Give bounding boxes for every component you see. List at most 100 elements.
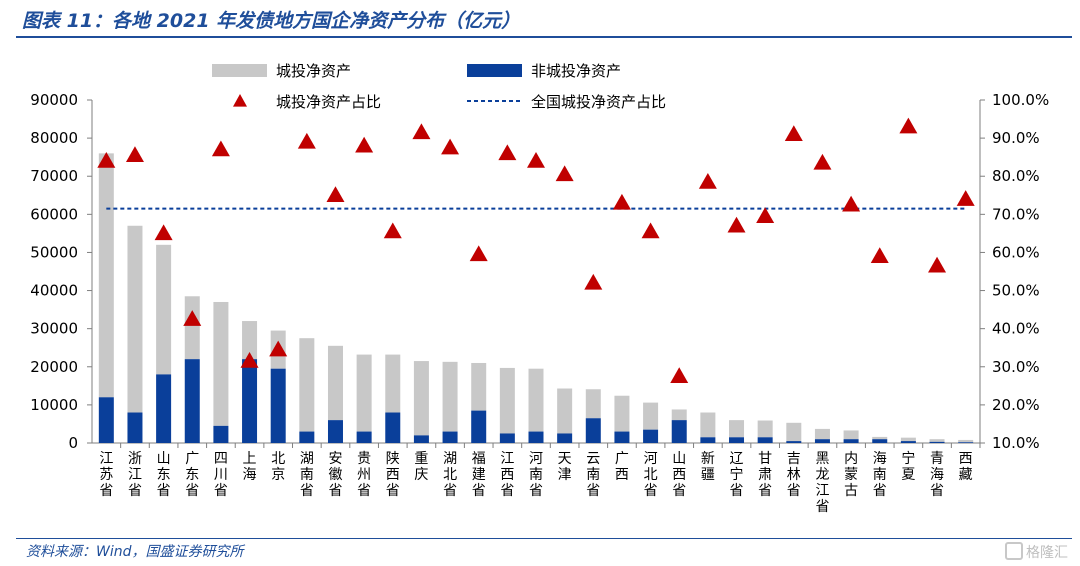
share-marker bbox=[269, 340, 288, 357]
x-tick-char: 省 bbox=[300, 483, 314, 499]
bar-non-city-investment bbox=[385, 412, 401, 443]
bar-city-investment bbox=[671, 409, 687, 421]
x-tick-char: 省 bbox=[99, 483, 113, 499]
x-tick-label: 黑龙江省 bbox=[815, 451, 829, 515]
source-note: 资料来源：Wind，国盛证券研究所 bbox=[26, 544, 244, 560]
right-tick-label: 30.0% bbox=[992, 358, 1040, 376]
share-marker bbox=[240, 352, 259, 368]
x-tick-char: 省 bbox=[472, 483, 486, 499]
x-tick-char: 省 bbox=[787, 483, 801, 499]
right-tick-label: 20.0% bbox=[992, 396, 1040, 414]
x-tick-char: 省 bbox=[672, 483, 686, 499]
share-marker bbox=[527, 151, 545, 168]
x-tick-char: 省 bbox=[758, 483, 772, 499]
bar-non-city-investment bbox=[729, 437, 745, 443]
x-tick-label: 天津 bbox=[558, 451, 572, 483]
share-marker bbox=[97, 151, 116, 168]
x-tick-char: 省 bbox=[328, 483, 342, 499]
x-tick-char: 辽 bbox=[730, 451, 744, 467]
share-marker bbox=[441, 138, 460, 155]
x-tick-char: 河 bbox=[644, 451, 658, 467]
share-marker bbox=[842, 195, 861, 212]
x-tick-label: 贵州省 bbox=[357, 451, 371, 499]
share-marker bbox=[928, 256, 947, 273]
x-tick-char: 山 bbox=[672, 451, 686, 467]
bar-non-city-investment bbox=[843, 439, 859, 443]
bar-non-city-investment bbox=[213, 425, 229, 443]
share-marker bbox=[125, 146, 144, 163]
x-tick-label: 新疆 bbox=[701, 451, 715, 483]
x-tick-label: 宁夏 bbox=[901, 450, 915, 483]
x-tick-char: 陕 bbox=[386, 451, 400, 467]
x-tick-char: 湖 bbox=[443, 451, 457, 467]
x-tick-char: 北 bbox=[271, 451, 285, 467]
bar-city-investment bbox=[843, 430, 859, 440]
x-tick-char: 疆 bbox=[701, 467, 715, 483]
x-tick-label: 福建省 bbox=[472, 451, 486, 499]
bar-city-investment bbox=[700, 412, 716, 438]
x-tick-char: 广 bbox=[185, 451, 199, 467]
x-tick-label: 云南省 bbox=[586, 451, 600, 499]
share-marker bbox=[211, 140, 230, 157]
x-tick-char: 夏 bbox=[901, 467, 915, 483]
share-marker bbox=[297, 132, 316, 149]
bar-city-investment bbox=[98, 153, 114, 398]
x-tick-char: 安 bbox=[328, 451, 342, 467]
bar-non-city-investment bbox=[242, 359, 258, 443]
legend-label-non-city: 非城投净资产 bbox=[531, 62, 621, 80]
bar-non-city-investment bbox=[356, 431, 372, 443]
x-tick-char: 庆 bbox=[414, 467, 428, 483]
share-marker bbox=[555, 165, 574, 182]
bar-city-investment bbox=[213, 301, 229, 426]
x-tick-char: 苏 bbox=[99, 467, 113, 483]
x-tick-char: 省 bbox=[930, 483, 944, 499]
x-tick-char: 津 bbox=[558, 467, 572, 483]
x-tick-char: 省 bbox=[386, 483, 400, 499]
right-tick-label: 80.0% bbox=[992, 167, 1040, 185]
bar-non-city-investment bbox=[327, 420, 343, 443]
axes: 90000 80000 70000 60000 50000 40000 30000 20000… bbox=[30, 91, 1049, 452]
bar-non-city-investment bbox=[156, 374, 172, 443]
left-tick-label: 40000 bbox=[30, 282, 78, 300]
share-markers bbox=[97, 117, 975, 384]
share-marker bbox=[899, 117, 918, 134]
x-tick-label: 浙江省 bbox=[128, 451, 142, 499]
right-tick-label: 50.0% bbox=[992, 282, 1040, 300]
x-tick-char: 川 bbox=[214, 467, 228, 483]
bar-city-investment bbox=[900, 437, 916, 442]
x-tick-char: 吉 bbox=[787, 451, 801, 467]
x-tick-char: 北 bbox=[443, 467, 457, 483]
x-tick-char: 林 bbox=[787, 467, 801, 483]
x-tick-label: 河北省 bbox=[644, 451, 658, 499]
x-tick-char: 西 bbox=[386, 467, 400, 483]
share-marker bbox=[756, 207, 775, 223]
x-tick-char: 西 bbox=[672, 467, 686, 483]
bar-non-city-investment bbox=[471, 410, 487, 443]
left-tick-label: 50000 bbox=[30, 243, 78, 261]
x-tick-char: 省 bbox=[730, 483, 744, 499]
bars bbox=[98, 153, 974, 443]
x-tick-label: 广西 bbox=[615, 451, 629, 483]
bar-city-investment bbox=[499, 367, 515, 434]
left-tick-label: 10000 bbox=[30, 396, 78, 414]
x-tick-label: 江西省 bbox=[500, 451, 514, 499]
share-marker bbox=[412, 123, 431, 140]
x-tick-char: 宁 bbox=[730, 466, 744, 483]
bar-non-city-investment bbox=[872, 439, 888, 443]
x-tick-char: 黑 bbox=[815, 451, 829, 467]
share-marker bbox=[727, 216, 746, 233]
x-tick-char: 甘 bbox=[758, 451, 772, 467]
left-tick-label: 20000 bbox=[30, 358, 78, 376]
x-tick-char: 四 bbox=[214, 451, 228, 467]
x-tick-char: 南 bbox=[586, 467, 600, 483]
bar-non-city-investment bbox=[184, 359, 200, 443]
x-tick-char: 南 bbox=[873, 467, 887, 483]
x-tick-char: 山 bbox=[157, 451, 171, 467]
x-tick-label: 吉林省 bbox=[787, 451, 801, 499]
watermark: 格隆汇 bbox=[1005, 542, 1068, 562]
x-tick-char: 青 bbox=[930, 451, 944, 467]
x-tick-label: 山东省 bbox=[157, 451, 171, 499]
x-tick-char: 古 bbox=[844, 483, 858, 499]
x-tick-char: 省 bbox=[185, 483, 199, 499]
